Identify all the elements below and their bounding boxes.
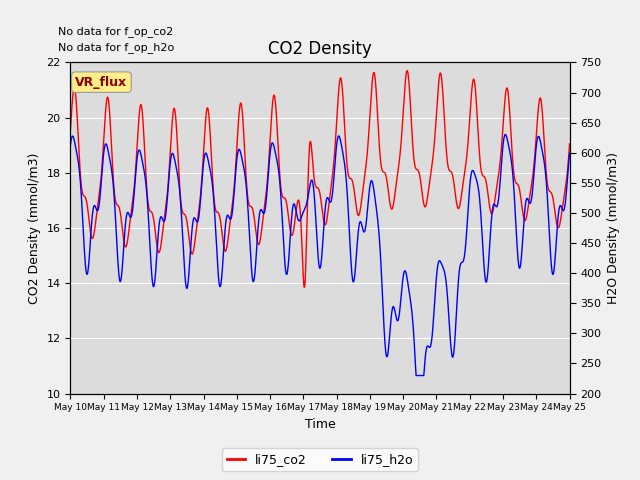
li75_co2 [566,141,573,147]
li75_h2o [502,132,509,137]
li75_co2 [278,193,286,199]
Line: li75_h2o: li75_h2o [70,134,570,375]
li75_co2 [351,192,358,198]
li75_h2o [412,372,420,378]
Legend: li75_co2, li75_h2o: li75_co2, li75_h2o [221,448,419,471]
li75_co2 [289,232,296,238]
li75_h2o [105,152,113,158]
Text: VR_flux: VR_flux [76,76,127,89]
Y-axis label: H2O Density (mmol/m3): H2O Density (mmol/m3) [607,152,620,304]
li75_h2o [566,150,573,156]
li75_co2 [67,128,74,133]
li75_h2o [67,143,74,148]
Y-axis label: CO2 Density (mmol/m3): CO2 Density (mmol/m3) [28,152,41,304]
li75_h2o [298,214,305,219]
li75_co2 [403,68,411,73]
li75_co2 [301,284,308,290]
Line: li75_co2: li75_co2 [70,71,570,287]
X-axis label: Time: Time [305,418,335,431]
li75_h2o [289,206,296,212]
Title: CO2 Density: CO2 Density [268,40,372,58]
li75_h2o [278,216,286,222]
li75_co2 [125,224,133,230]
li75_co2 [105,102,113,108]
li75_h2o [351,275,358,280]
Text: No data for f_op_h2o: No data for f_op_h2o [58,42,174,53]
li75_co2 [298,232,305,238]
Text: No data for f_op_co2: No data for f_op_co2 [58,25,173,36]
li75_h2o [125,212,133,218]
